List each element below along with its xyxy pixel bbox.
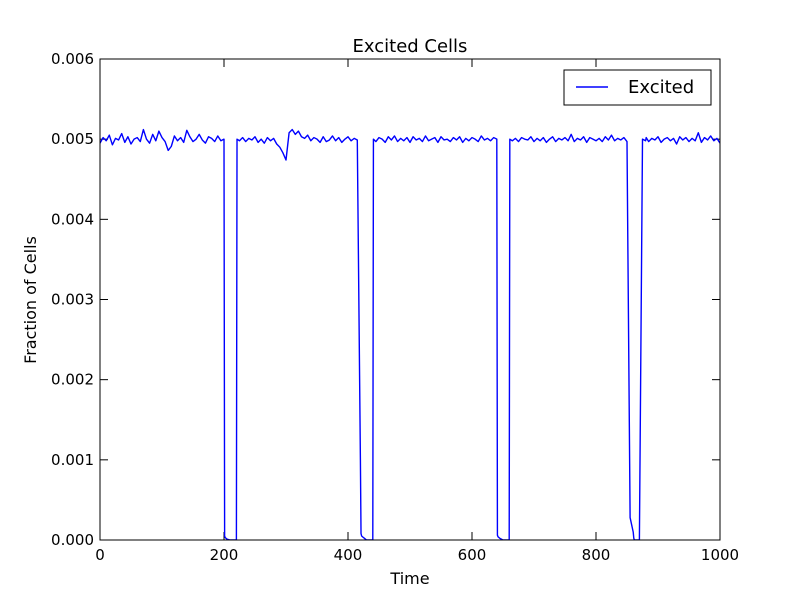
y-tick-label: 0.003: [51, 291, 94, 309]
y-tick-label: 0.000: [51, 531, 94, 549]
x-tick-label: 600: [458, 546, 487, 564]
y-tick-label: 0.001: [51, 451, 94, 469]
x-tick-label: 200: [210, 546, 239, 564]
y-tick-label: 0.002: [51, 371, 94, 389]
axis-ticks: 0 200 400 600 800 1000 0.000 0.001 0.002 0.003 0.0…: [51, 50, 739, 564]
series-line-excited: [100, 128, 720, 540]
legend-label-excited: Excited: [628, 77, 694, 98]
x-tick-label: 400: [334, 546, 363, 564]
axes-frame: [99, 58, 721, 541]
plot-area: [100, 128, 720, 540]
y-tick-label: 0.005: [51, 130, 94, 148]
x-tick-label: 800: [582, 546, 611, 564]
x-axis-label: Time: [389, 569, 429, 588]
y-tick-label: 0.004: [51, 210, 94, 228]
y-tick-label: 0.006: [51, 50, 94, 68]
chart-title: Excited Cells: [353, 36, 468, 57]
legend: Excited: [563, 69, 712, 106]
x-tick-label: 1000: [701, 546, 739, 564]
y-axis-label: Fraction of Cells: [21, 236, 40, 364]
x-tick-label: 0: [95, 546, 105, 564]
